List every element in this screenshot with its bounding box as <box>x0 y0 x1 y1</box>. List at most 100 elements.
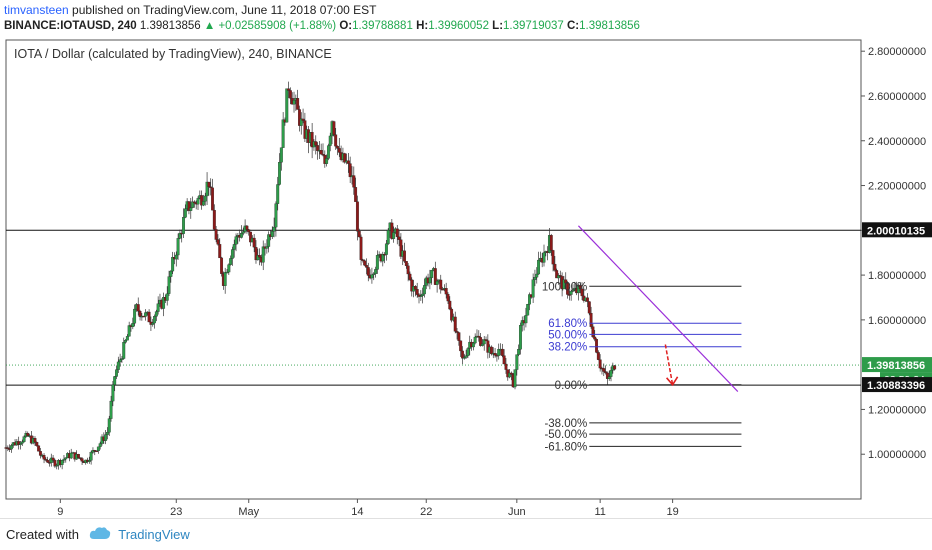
candle-body <box>337 148 341 153</box>
candle-body <box>176 238 180 256</box>
candle-body <box>19 443 22 445</box>
candle-body <box>314 141 318 146</box>
candle-body <box>508 372 512 378</box>
tradingview-cloud-icon <box>89 525 111 547</box>
candle-body <box>207 181 211 187</box>
candle-body <box>567 294 571 296</box>
candle-body <box>276 184 280 204</box>
author-link[interactable]: timvansteen <box>4 3 69 17</box>
candle-body <box>553 263 557 271</box>
candle-series <box>4 81 617 470</box>
footer-divider <box>0 518 932 519</box>
x-tick-label: 23 <box>170 506 182 518</box>
candle-body <box>406 265 410 275</box>
candle-body <box>165 293 169 301</box>
candle-body <box>589 312 593 327</box>
candle-body <box>6 447 10 449</box>
close-value: 1.39813856 <box>579 20 640 32</box>
candle-body <box>144 312 147 317</box>
close-label: C: <box>567 20 580 32</box>
candle-body <box>296 98 300 110</box>
candle-body <box>392 232 396 239</box>
candle-body <box>156 303 160 312</box>
candle-body <box>211 187 214 211</box>
candle-body <box>390 222 394 239</box>
candle-body <box>504 363 508 370</box>
candle-body <box>537 259 541 275</box>
candle-body <box>136 304 140 312</box>
candle-body <box>372 273 376 276</box>
candle-body <box>299 118 303 126</box>
publish-line: timvansteen published on TradingView.com… <box>4 2 928 18</box>
candle-body <box>444 288 448 295</box>
candle-body <box>334 134 338 147</box>
candle-body <box>332 121 336 135</box>
candle-body <box>587 301 591 314</box>
candle-body <box>361 259 365 261</box>
candle-body <box>366 267 370 276</box>
candle-body <box>397 236 401 240</box>
candle-body <box>399 239 403 257</box>
time-axis[interactable]: 9 23 May 14 22 Jun 11 19 <box>57 499 679 518</box>
fib-level-label: 0.00% <box>555 380 588 392</box>
candle-body <box>515 354 519 370</box>
y-tick-label: 1.00000000 <box>868 449 926 461</box>
candle-body <box>125 336 129 341</box>
candle-body <box>154 311 158 317</box>
candle-body <box>549 235 553 251</box>
y-tick-label: 2.40000000 <box>868 136 926 148</box>
candle-body <box>267 234 271 247</box>
candle-body <box>278 162 281 185</box>
candle-body <box>408 273 412 280</box>
fibonacci-extension[interactable]: 100.00% 61.80%50.00%38.20% 0.00% -38.00%-50… <box>542 281 742 453</box>
candle-body <box>115 369 118 377</box>
y-tick-label: 1.60000000 <box>868 315 926 327</box>
tradingview-brand[interactable]: TradingView <box>118 527 190 542</box>
y-tick-label: 2.60000000 <box>868 91 926 103</box>
candle-body <box>171 257 175 272</box>
candle-body <box>448 300 452 310</box>
candle-body <box>107 418 111 433</box>
candle-body <box>375 255 379 270</box>
candle-body <box>214 229 218 240</box>
candle-body <box>247 229 251 233</box>
current-price-tag <box>862 357 932 373</box>
candle-body <box>355 201 359 232</box>
candle-body <box>62 458 66 461</box>
candle-body <box>482 339 486 345</box>
drawings[interactable] <box>577 225 739 392</box>
level-price-tag <box>862 377 932 393</box>
candle-body <box>357 230 361 238</box>
candle-body <box>535 273 539 278</box>
candle-body <box>517 349 521 355</box>
candle-body <box>292 100 296 105</box>
price-axis[interactable]: 2.80000000 2.60000000 2.40000000 2.20000000… <box>861 46 932 461</box>
trendline[interactable] <box>577 225 739 392</box>
candle-body <box>316 145 320 151</box>
price-chart[interactable]: IOTA / Dollar (calculated by TradingView… <box>0 38 932 518</box>
candle-body <box>557 275 560 279</box>
candle-body <box>493 353 497 356</box>
candle-body <box>96 446 100 452</box>
candle-body <box>95 450 99 453</box>
candle-body <box>524 315 528 324</box>
chart-area[interactable]: IOTA / Dollar (calculated by TradingView… <box>0 38 932 518</box>
last-price: 1.39813856 <box>139 20 201 32</box>
candle-body <box>605 372 609 379</box>
candle-body <box>105 432 109 435</box>
projection-arrow[interactable] <box>664 344 674 385</box>
current-price-tag-label: 1.39813856 <box>867 360 925 372</box>
candle-body <box>352 175 356 188</box>
candle-body <box>571 290 575 292</box>
candle-body <box>98 443 102 448</box>
candle-body <box>38 451 42 456</box>
candle-body <box>531 279 535 298</box>
candle-body <box>580 288 584 297</box>
candle-body <box>484 339 488 341</box>
candle-body <box>384 243 388 255</box>
candle-body <box>203 195 207 202</box>
candle-body <box>528 294 531 305</box>
candle-body <box>564 279 568 284</box>
candle-body <box>461 350 464 359</box>
candle-body <box>464 355 468 358</box>
